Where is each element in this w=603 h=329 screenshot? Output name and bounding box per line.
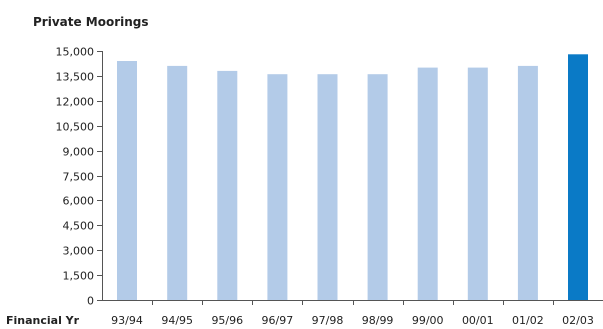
x-tick-label: 00/01 bbox=[462, 314, 494, 327]
x-tick-label: 98/99 bbox=[362, 314, 394, 327]
bar bbox=[167, 65, 188, 301]
bar bbox=[568, 54, 588, 300]
bar bbox=[467, 67, 488, 300]
bars bbox=[117, 54, 588, 301]
y-tick-label: 10,500 bbox=[56, 121, 95, 134]
y-tick-label: 3,000 bbox=[63, 245, 95, 258]
bar bbox=[317, 74, 338, 300]
y-tick-label: 9,000 bbox=[63, 146, 95, 159]
bar bbox=[367, 74, 388, 300]
x-tick-label: 95/96 bbox=[211, 314, 243, 327]
y-tick-label: 13,500 bbox=[56, 71, 95, 84]
chart-title: Private Moorings bbox=[33, 15, 149, 29]
y-tick-label: 7,500 bbox=[63, 171, 95, 184]
bar bbox=[117, 61, 137, 300]
bar bbox=[217, 70, 238, 301]
x-axis-label: Financial Yr bbox=[6, 314, 80, 327]
x-axis: 93/94 94/95 95/96 96/97 97/98 98/99 99/00 00/01… bbox=[102, 300, 603, 327]
x-tick-label: 93/94 bbox=[111, 314, 143, 327]
y-tick-label: 6,000 bbox=[63, 195, 95, 208]
x-tick-label: 01/02 bbox=[512, 314, 544, 327]
bar bbox=[267, 74, 288, 300]
bar bbox=[517, 65, 538, 301]
y-tick-label: 1,500 bbox=[63, 270, 95, 283]
x-tick-label: 02/03 bbox=[562, 314, 594, 327]
y-tick-label: 0 bbox=[87, 295, 94, 308]
bar bbox=[417, 67, 438, 300]
x-tick-label: 96/97 bbox=[262, 314, 294, 327]
y-tick-label: 15,000 bbox=[56, 46, 95, 59]
x-tick-label: 94/95 bbox=[161, 314, 193, 327]
y-tick-label: 4,500 bbox=[63, 220, 95, 233]
y-axis: 0 1,500 3,000 4,500 6,000 7,500 9,000 10,500 12,… bbox=[56, 46, 103, 308]
x-tick-label: 97/98 bbox=[312, 314, 344, 327]
x-tick-label: 99/00 bbox=[412, 314, 444, 327]
y-tick-label: 12,000 bbox=[56, 96, 95, 109]
